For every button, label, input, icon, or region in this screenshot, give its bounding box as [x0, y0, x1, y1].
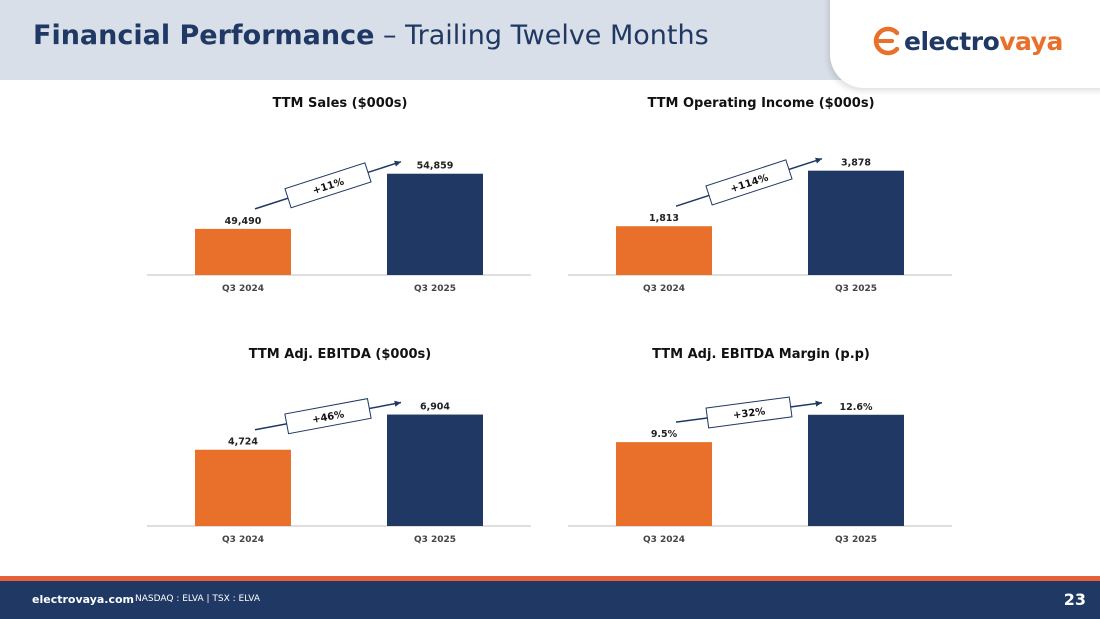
growth-arrow-head	[394, 400, 401, 407]
page-number: 23	[1063, 590, 1086, 609]
growth-callout: +114%	[705, 159, 793, 206]
data-label-1: 4,724	[228, 437, 258, 448]
x-tick-label-2: Q3 2025	[835, 284, 877, 294]
bar-1	[195, 228, 291, 275]
growth-callout: +11%	[284, 162, 372, 209]
growth-callout-box	[705, 396, 793, 429]
growth-callout-box	[284, 162, 372, 209]
chart-title: TTM Adj. EBITDA Margin (p.p)	[652, 347, 870, 362]
data-label-2: 54,859	[417, 161, 454, 172]
company-logo: electrovaya	[870, 24, 1063, 58]
growth-arrow-head	[394, 160, 401, 167]
chart-ttm-adj-ebitda-margin: TTM Adj. EBITDA Margin (p.p) 9.5% Q3 2024…	[566, 347, 956, 545]
bar-1	[616, 226, 712, 275]
footer-tickers: NASDAQ : ELVA | TSX : ELVA	[135, 594, 260, 604]
bar-2	[387, 173, 483, 275]
chart-ttm-operating-income: TTM Operating Income ($000s) 1,813 Q3 202…	[566, 96, 956, 294]
data-label-2: 12.6%	[840, 402, 873, 413]
chart-ttm-adj-ebitda: TTM Adj. EBITDA ($000s) 4,724 Q3 2024 6,90…	[145, 347, 535, 545]
footer: electrovaya.com NASDAQ : ELVA | TSX : EL…	[0, 581, 1100, 619]
chart-ttm-sales: TTM Sales ($000s) 49,490 Q3 2024 54,859 Q3 …	[145, 96, 535, 294]
x-tick-label-2: Q3 2025	[414, 535, 456, 545]
chart-svg: 4,724 Q3 2024 6,904 Q3 2025 +46%	[147, 398, 531, 545]
footer-accent-stripe	[0, 576, 1100, 581]
chart-title: TTM Adj. EBITDA ($000s)	[248, 347, 432, 362]
chart-svg: 1,813 Q3 2024 3,878 Q3 2025 +114%	[568, 157, 952, 294]
x-tick-label-2: Q3 2025	[835, 535, 877, 545]
page-title-bold: Financial Performance	[33, 20, 375, 51]
logo-text-accent: vaya	[999, 26, 1063, 56]
x-tick-label-1: Q3 2024	[643, 535, 685, 545]
growth-callout-label: +32%	[732, 406, 765, 421]
growth-callout: +32%	[705, 396, 793, 429]
growth-callout-box	[284, 398, 372, 435]
growth-callout-box	[705, 159, 793, 206]
growth-arrow-head	[815, 157, 822, 164]
data-label-1: 9.5%	[651, 429, 678, 440]
chart-svg: 49,490 Q3 2024 54,859 Q3 2025 +11%	[147, 160, 531, 294]
bar-1	[195, 449, 291, 526]
chart-title: TTM Operating Income ($000s)	[647, 96, 875, 111]
chart-title: TTM Sales ($000s)	[272, 96, 408, 111]
growth-arrow-head	[815, 400, 822, 407]
logo-mark-icon	[873, 26, 900, 56]
data-label-1: 49,490	[225, 216, 262, 227]
footer-website-link[interactable]: electrovaya.com	[32, 593, 135, 606]
page-title: Financial Performance – Trailing Twelve …	[33, 20, 709, 51]
x-tick-label-1: Q3 2024	[222, 535, 264, 545]
data-label-2: 6,904	[420, 402, 450, 413]
bar-2	[387, 414, 483, 526]
x-tick-label-2: Q3 2025	[414, 284, 456, 294]
bar-1	[616, 442, 712, 526]
growth-callout: +46%	[284, 398, 372, 435]
data-label-2: 3,878	[841, 158, 871, 169]
data-label-1: 1,813	[649, 213, 679, 224]
x-tick-label-1: Q3 2024	[643, 284, 685, 294]
x-tick-label-1: Q3 2024	[222, 284, 264, 294]
logo-text-main: electro	[904, 26, 1000, 56]
chart-svg: 9.5% Q3 2024 12.6% Q3 2025 +32%	[568, 396, 952, 545]
bar-2	[808, 170, 904, 275]
bar-2	[808, 414, 904, 526]
logo-text: electrovaya	[904, 27, 1063, 56]
page-title-light: – Trailing Twelve Months	[374, 20, 709, 51]
